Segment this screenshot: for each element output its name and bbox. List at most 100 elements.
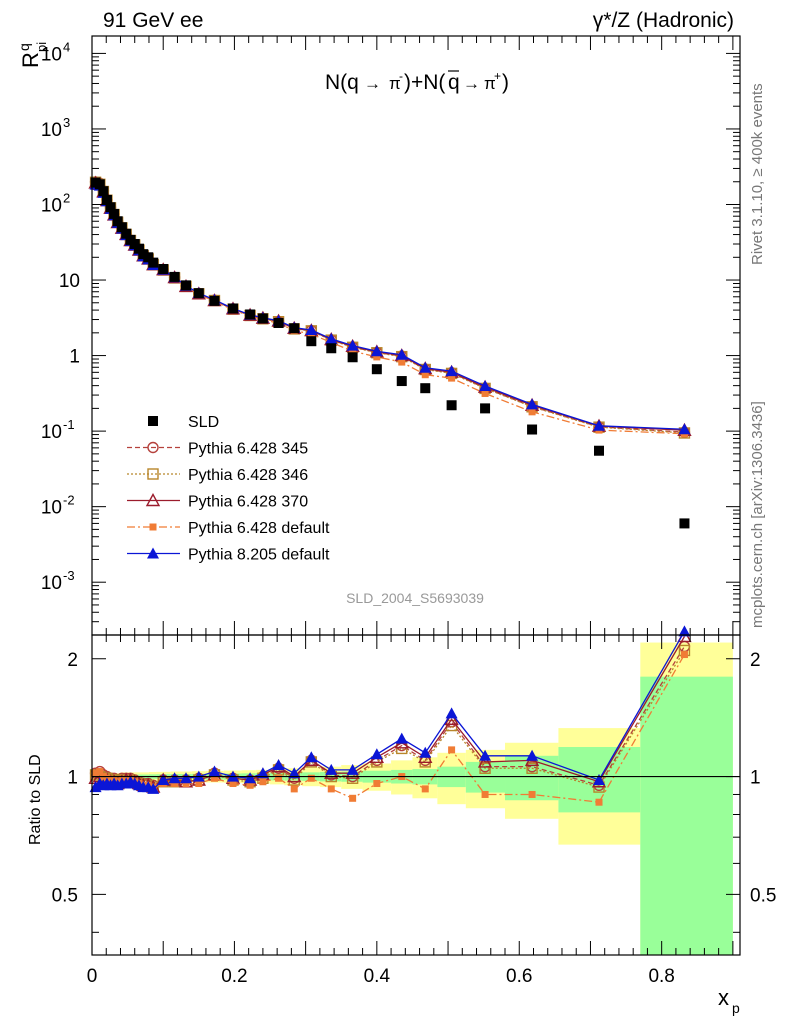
y-axis-label: R q pi (16, 42, 49, 68)
ratio-y-tick-label: 1 (67, 768, 78, 789)
y-tick-exponent: 4 (63, 39, 70, 54)
ratio-point-p8 (593, 773, 606, 785)
ratio-point-p8 (157, 773, 170, 785)
legend-marker-p370 (145, 493, 161, 507)
legend-label-sld: SLD (188, 414, 219, 431)
ratio-point-p8 (256, 767, 269, 779)
x-tick-label: 0 (87, 966, 98, 987)
ratio-point-p8 (479, 749, 492, 761)
point-sld (180, 280, 191, 291)
band-inner-segment (640, 676, 733, 955)
point-sld (446, 400, 457, 411)
y-tick-label: 10 (41, 573, 62, 594)
ratio-point-p8 (678, 625, 691, 637)
ratio-point-pdef (528, 790, 536, 798)
ratio-point-p8 (208, 765, 221, 777)
x-tick-label: 0.8 (648, 966, 674, 987)
y-tick-exponent: 3 (63, 115, 70, 130)
legend-marker-p8 (147, 547, 159, 559)
legend-label-p8: Pythia 8.205 default (188, 547, 330, 564)
ratio-point-p8 (346, 763, 359, 775)
minus-sup: - (399, 69, 403, 83)
ratio-point-p8 (395, 732, 408, 744)
point-sld (105, 202, 116, 213)
plot-title: N(q → π - )+N( q → π + ) (325, 69, 509, 94)
analysis-id: SLD_2004_S5693039 (346, 590, 484, 606)
point-pdef (528, 408, 536, 416)
ratio-y-tick-label: 2 (67, 650, 78, 671)
legend-label-p370: Pythia 6.428 370 (188, 494, 308, 511)
point-sld (679, 518, 690, 529)
close-paren: ) (502, 71, 509, 94)
y-axis-label-sub: pi (34, 42, 49, 52)
point-sld (273, 317, 284, 328)
legend-label-p346: Pythia 6.428 346 (188, 467, 308, 484)
point-sld (158, 263, 169, 274)
ratio-point-p8 (288, 767, 301, 779)
point-sld (480, 403, 491, 414)
ratio-point-p346 (526, 762, 538, 774)
ratio-point-pdef (448, 746, 456, 754)
ratio-point-pdef (327, 785, 335, 793)
ratio-point-p8 (370, 748, 383, 760)
legend: SLD Pythia 6.428 345 Pythia 6.428 346 Pythi… (127, 414, 330, 564)
legend-marker-pdef (149, 523, 157, 531)
y-axis-label-sup: q (16, 43, 32, 51)
point-p8 (526, 398, 539, 410)
point-p8 (346, 339, 359, 351)
ratio-point-pdef (290, 785, 298, 793)
point-sld (289, 323, 300, 334)
x-tick-label: 0.6 (506, 966, 532, 987)
point-sld (98, 186, 109, 197)
point-p8 (395, 348, 408, 360)
title-right: γ*/Z (Hadronic) (593, 9, 734, 32)
point-p8 (419, 361, 432, 373)
ratio-point-p8 (526, 749, 539, 761)
point-sld (257, 313, 268, 324)
ratio-point-p8 (244, 772, 257, 784)
point-sld (169, 271, 180, 282)
point-pdef (481, 389, 489, 397)
arrow-2: → (463, 74, 480, 93)
point-pdef (448, 374, 456, 382)
ratio-point-pdef (373, 780, 381, 788)
point-p8 (325, 332, 338, 344)
plot-title-pip: π (484, 74, 496, 93)
point-sld (101, 194, 112, 205)
y-tick-label: 10 (41, 422, 62, 443)
point-sld (347, 352, 358, 363)
ratio-point-p8 (419, 746, 432, 758)
ratio-point-p370 (477, 754, 493, 768)
x-tick-label: 0.4 (364, 966, 391, 987)
ratio-point-p8 (147, 782, 160, 794)
legend-marker-p345 (147, 441, 159, 454)
x-axis-label-sub: p (732, 1000, 740, 1016)
point-sld (371, 364, 382, 375)
point-sld (133, 243, 144, 254)
plot-title-part1: N(q (325, 71, 359, 94)
point-sld (148, 257, 159, 268)
ratio-point-pdef (96, 768, 104, 776)
point-sld (116, 222, 127, 233)
y-tick-label: 10 (59, 271, 80, 292)
ratio-point-pdef (421, 785, 429, 793)
ratio-point-p8 (179, 772, 192, 784)
y-tick-exponent: -1 (63, 417, 75, 432)
ratio-point-p8 (325, 763, 338, 775)
point-sld (396, 376, 407, 387)
point-sld (193, 288, 204, 299)
title-left: 91 GeV ee (103, 9, 203, 32)
point-pdef (373, 353, 381, 361)
point-p8 (593, 419, 606, 431)
side-text-mcplots: mcplots.cern.ch [arXiv:1306.3436] (749, 401, 766, 628)
ratio-point-p346 (479, 762, 491, 774)
point-sld (594, 445, 605, 456)
y-tick-label: 10 (41, 195, 62, 216)
legend-label-p345: Pythia 6.428 345 (188, 441, 308, 458)
point-pdef (398, 358, 406, 366)
ratio-uncertainty-bands (92, 642, 733, 955)
point-p8 (305, 323, 318, 335)
ratio-point-pdef (307, 774, 315, 782)
